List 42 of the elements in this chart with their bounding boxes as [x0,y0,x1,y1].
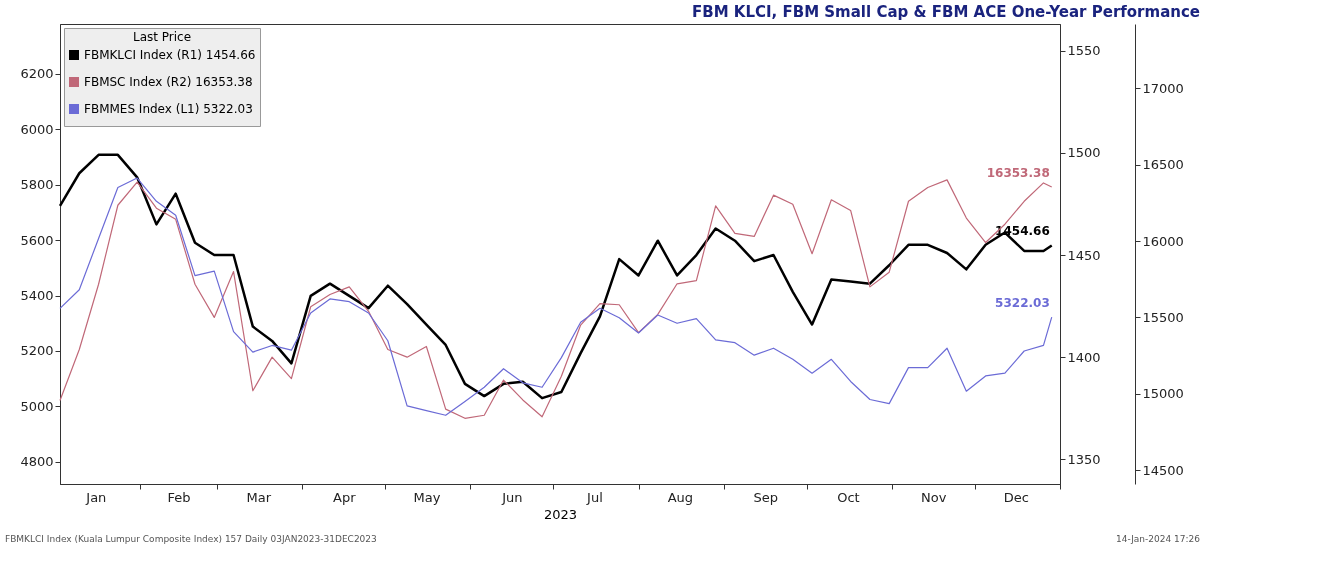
x-tick-label: Nov [921,489,947,505]
y-tick-label: 5800 [20,177,54,193]
x-tick-label: Apr [333,489,357,505]
x-tick-label: May [413,489,441,505]
text: FBMKLCI Index (Kuala Lumpur Composite Index) 157 Daily 03JAN2023-31DEC2023 [5,534,377,544]
x-tick-label: Jun [501,489,523,505]
y-tick-label: 5400 [20,288,54,304]
y-tick-label: 5000 [20,398,54,414]
y3-tick-label: 16500 [1142,157,1184,173]
y-tick-label: 6000 [20,121,54,137]
y3-tick-label: 17000 [1142,80,1184,96]
line-series [58,153,1053,400]
y3-tick-label: 14500 [1142,462,1184,478]
x-tick-label: Jan [85,489,107,505]
data-label: 16353.38 [986,166,1050,181]
x-tick-label: Oct [837,489,860,505]
y3-tick-label: 15500 [1142,309,1184,325]
y2-tick-label: 1400 [1067,349,1101,365]
x-tick-label: Mar [246,489,272,505]
y-tick-label: 6200 [20,66,54,82]
y2-tick-label: 1450 [1067,247,1101,263]
legend-title: Last Price [132,30,192,44]
x-tick-label: Dec [1003,489,1029,505]
x-tick-label: Feb [167,489,191,505]
y-tick-label: 4800 [20,454,54,470]
y-tick-label: 5600 [20,232,54,248]
y2-tick-label: 1500 [1067,145,1101,161]
y2-tick-label: 1550 [1067,43,1101,59]
legend-label: FBMSC Index (R2) 16353.38 [84,75,253,89]
chart-title: FBM KLCI, FBM Small Cap & FBM ACE One-Year Performance [691,3,1200,21]
legend-label: FBMMES Index (L1) 5322.03 [84,102,253,116]
x-tick-label: Sep [753,489,778,505]
y-tick-label: 5200 [20,343,54,359]
data-label: 5322.03 [995,296,1050,311]
y2-tick-label: 1350 [1067,451,1101,467]
x-tick-label: Jul [586,489,603,505]
text: 14-Jan-2024 17:26 [1115,534,1201,544]
y3-tick-label: 15000 [1142,386,1184,402]
x-tick-label: Aug [667,489,694,505]
y3-tick-label: 16000 [1142,233,1184,249]
x-axis-title: 2023 [543,506,578,522]
legend-label: FBMKLCI Index (R1) 1454.66 [84,48,256,62]
